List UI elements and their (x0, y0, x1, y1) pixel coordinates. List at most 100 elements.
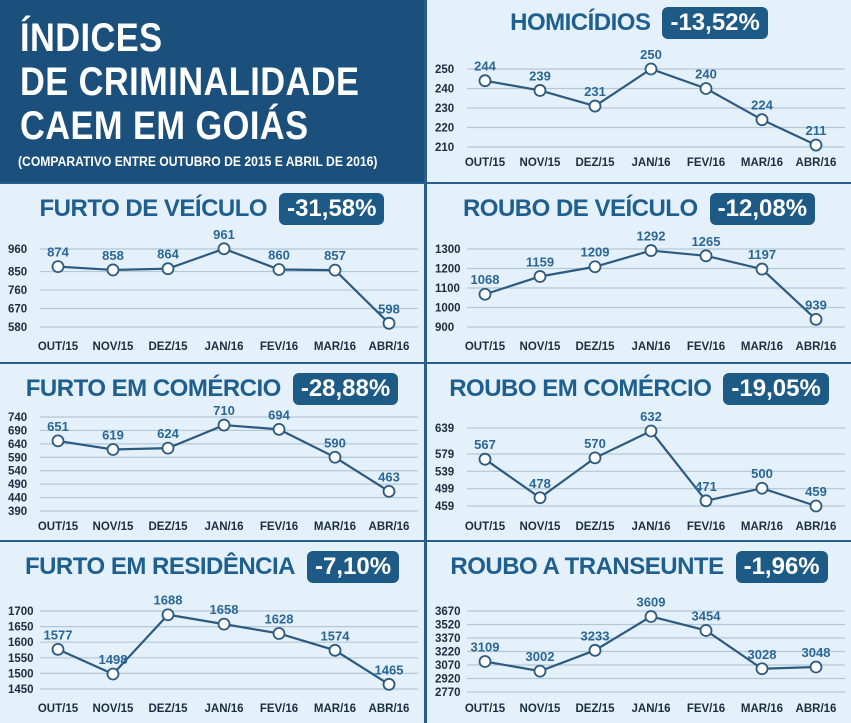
y-tick-label: 1000 (435, 303, 461, 315)
chart-panel: ROUBO DE VEÍCULO -12,08% 1300 1200 1100 1000 9… (427, 184, 851, 362)
x-tick-label: OUT/15 (38, 703, 79, 715)
data-label: 231 (584, 84, 606, 99)
chart-title-row: ROUBO DE VEÍCULO -12,08% (427, 186, 851, 232)
y-tick-label: 1600 (8, 637, 34, 649)
data-point (478, 452, 492, 466)
data-label: 619 (102, 427, 124, 442)
x-tick-label: ABR/16 (369, 521, 410, 533)
data-label: 1292 (637, 229, 666, 244)
y-tick-label: 1300 (435, 244, 461, 256)
data-point (106, 443, 120, 456)
data-label: 463 (378, 469, 400, 484)
data-label: 3109 (471, 639, 500, 654)
data-point (699, 249, 713, 263)
data-label: 1574 (321, 628, 351, 643)
header-subtitle: (COMPARATIVO ENTRE OUTUBRO DE 2015 E ABR… (18, 154, 378, 169)
chart-title-row: FURTO EM COMÉRCIO -28,88% (0, 366, 424, 412)
x-tick-label: JAN/16 (632, 157, 671, 169)
x-tick-label: FEV/16 (260, 341, 298, 353)
change-badge: -7,10% (307, 551, 400, 583)
data-point (328, 450, 342, 464)
x-tick-label: DEZ/15 (576, 157, 616, 169)
data-point (699, 624, 713, 637)
x-tick-label: MAR/16 (314, 703, 356, 715)
change-badge: -31,58% (279, 193, 385, 225)
data-label: 598 (378, 301, 400, 316)
data-point (106, 263, 120, 277)
data-point (755, 662, 769, 676)
data-label: 858 (102, 248, 124, 263)
data-label: 1577 (44, 627, 73, 642)
data-label: 1265 (692, 234, 721, 249)
data-label: 710 (213, 403, 235, 418)
data-label: 874 (47, 245, 69, 260)
x-tick-label: DEZ/15 (149, 703, 189, 715)
y-tick-label: 540 (8, 466, 27, 478)
y-tick-label: 490 (8, 479, 27, 491)
y-tick-label: 1650 (8, 622, 34, 634)
chart-title: HOMICÍDIOS (510, 9, 651, 36)
data-label: 651 (47, 419, 69, 434)
x-tick-label: FEV/16 (260, 703, 298, 715)
x-tick-label: JAN/16 (632, 703, 671, 715)
line-chart: 960 850 760 670 580 OUT/15 NOV/15 DEZ/15 JAN/16 F… (8, 227, 418, 353)
chart-panel: ROUBO A TRANSEUNTE -1,96% 3670 3520 3370 3220… (427, 542, 851, 723)
y-tick-label: 230 (435, 103, 454, 115)
y-tick-label: 459 (435, 501, 454, 513)
x-tick-label: NOV/15 (93, 703, 135, 715)
y-tick-label: 760 (8, 285, 27, 297)
data-point (533, 491, 547, 505)
y-tick-label: 220 (435, 123, 454, 135)
y-tick-label: 740 (8, 412, 27, 424)
data-point (382, 677, 396, 691)
y-tick-label: 3070 (435, 660, 461, 672)
x-tick-label: ABR/16 (796, 341, 837, 353)
data-point (644, 62, 658, 76)
x-tick-label: DEZ/15 (149, 341, 189, 353)
data-label: 471 (695, 479, 717, 494)
data-point (588, 99, 602, 113)
data-point (478, 655, 492, 668)
x-tick-label: MAR/16 (314, 341, 356, 353)
data-point (106, 667, 120, 681)
chart-title-row: ROUBO EM COMÉRCIO -19,05% (427, 366, 851, 412)
y-tick-label: 640 (8, 439, 27, 451)
data-point (382, 484, 396, 498)
x-tick-label: OUT/15 (465, 157, 506, 169)
y-tick-label: 499 (435, 484, 454, 496)
data-point (217, 418, 231, 432)
y-tick-label: 2920 (435, 674, 461, 686)
header-panel: ÍNDICES DE CRIMINALIDADE CAEM EM GOIÁS (… (0, 0, 424, 182)
chart-title: ROUBO A TRANSEUNTE (450, 553, 724, 580)
data-point (217, 242, 231, 256)
data-label: 239 (529, 68, 551, 83)
data-label: 961 (213, 227, 235, 242)
data-point (161, 441, 175, 455)
chart-title: FURTO EM RESIDÊNCIA (24, 553, 296, 580)
data-label: 459 (805, 484, 827, 499)
data-point (217, 617, 231, 631)
change-badge: -1,96% (735, 551, 828, 583)
y-tick-label: 590 (8, 452, 27, 464)
y-tick-label: 3220 (435, 647, 461, 659)
x-tick-label: OUT/15 (465, 341, 506, 353)
data-label: 864 (157, 247, 179, 262)
data-label: 624 (157, 426, 179, 441)
y-tick-label: 390 (8, 506, 27, 518)
data-label: 3028 (748, 647, 777, 662)
data-point (51, 642, 65, 656)
y-tick-label: 3370 (435, 633, 461, 645)
data-point (478, 287, 492, 301)
x-tick-label: NOV/15 (520, 157, 562, 169)
data-point (644, 424, 658, 438)
y-tick-label: 900 (435, 322, 454, 334)
x-tick-label: ABR/16 (796, 703, 837, 715)
data-point (272, 627, 286, 640)
y-tick-label: 850 (8, 267, 27, 279)
x-tick-label: OUT/15 (38, 521, 79, 533)
data-point (809, 660, 823, 674)
data-label: 1498 (99, 652, 128, 667)
x-tick-label: OUT/15 (465, 703, 506, 715)
data-point (644, 244, 658, 257)
x-tick-label: NOV/15 (520, 703, 562, 715)
